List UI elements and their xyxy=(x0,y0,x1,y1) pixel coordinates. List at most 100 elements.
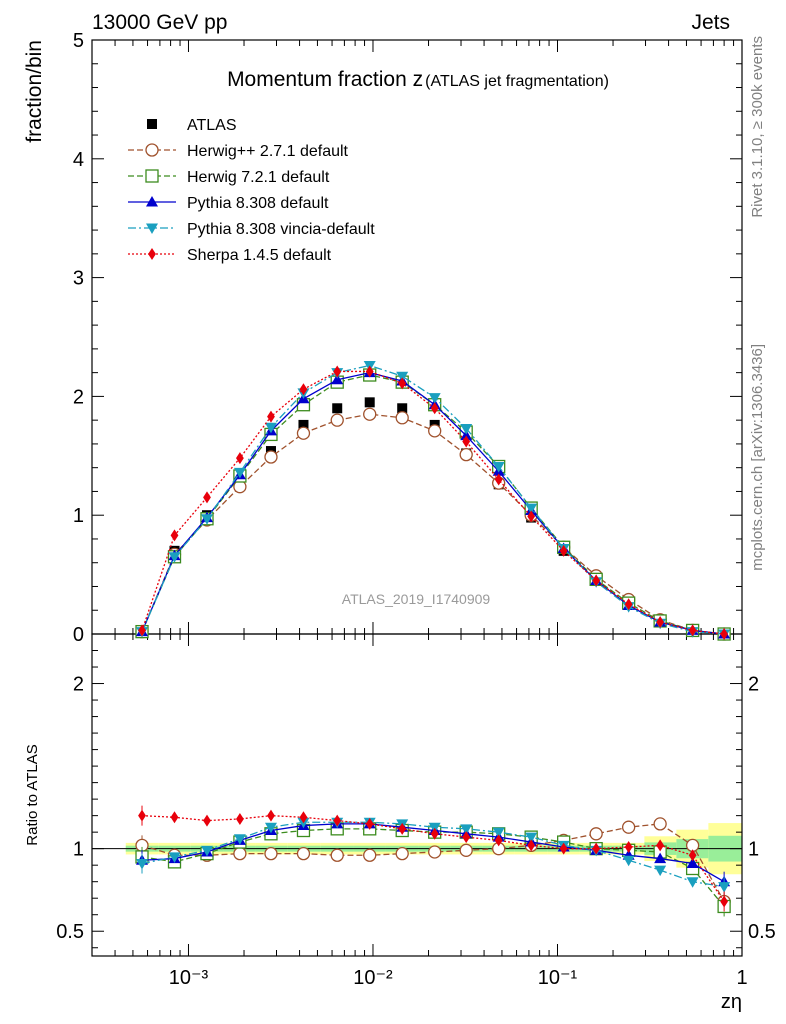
x-tick-label: 10⁻¹ xyxy=(538,967,578,989)
series-main-5 xyxy=(138,365,729,640)
point xyxy=(559,544,568,557)
series-ratio-5 xyxy=(138,805,729,912)
energy-label: 13000 GeV pp xyxy=(92,11,227,34)
point xyxy=(624,598,633,611)
point xyxy=(656,616,665,629)
point xyxy=(264,846,278,861)
point xyxy=(200,845,213,857)
point xyxy=(718,882,731,893)
point xyxy=(330,413,344,427)
point xyxy=(363,848,377,862)
legend-label: Herwig++ 2.7.1 default xyxy=(187,143,349,160)
point xyxy=(267,410,275,423)
point xyxy=(203,491,211,504)
rivet-label: Rivet 3.1.10, ≥ 300k events xyxy=(749,36,766,218)
point xyxy=(686,857,699,869)
point xyxy=(138,809,146,822)
legend-entry-5: Sherpa 1.4.5 default xyxy=(128,247,332,264)
point xyxy=(170,529,179,542)
point xyxy=(656,839,665,852)
point xyxy=(264,822,277,834)
series-ratio-4 xyxy=(136,817,731,897)
point xyxy=(430,402,439,415)
point xyxy=(688,624,697,637)
point xyxy=(299,383,308,396)
point xyxy=(146,196,158,207)
point xyxy=(138,624,146,637)
ratio-tick-label-right: 2 xyxy=(748,674,759,696)
legend-entry-1: Herwig++ 2.7.1 default xyxy=(128,143,349,160)
point xyxy=(460,429,473,441)
y-tick-label: 0 xyxy=(73,624,84,646)
point xyxy=(622,855,635,867)
point xyxy=(492,461,505,473)
ratio-line xyxy=(141,828,725,907)
legend-label: ATLAS xyxy=(187,117,237,134)
legend-entry-2: Herwig 7.2.1 default xyxy=(128,169,330,186)
point xyxy=(395,846,409,861)
point xyxy=(686,877,699,888)
y-axis-label: fraction/bin xyxy=(23,40,46,143)
point xyxy=(299,811,308,824)
axis-ticks xyxy=(91,39,743,956)
point xyxy=(298,419,309,430)
point xyxy=(459,843,473,857)
point xyxy=(525,503,538,515)
point xyxy=(398,377,407,390)
point xyxy=(494,834,503,847)
point xyxy=(147,119,157,129)
process-label: Jets xyxy=(691,11,730,34)
point xyxy=(462,831,471,844)
x-tick-label: 1 xyxy=(736,967,747,989)
point xyxy=(233,467,246,479)
point xyxy=(396,371,409,383)
point xyxy=(430,827,439,840)
point xyxy=(233,846,247,861)
point xyxy=(365,817,374,830)
point xyxy=(364,397,375,408)
point xyxy=(170,811,179,824)
y-tick-label: 3 xyxy=(73,268,84,290)
ratio-y-axis-label: Ratio to ATLAS xyxy=(24,744,41,845)
chart-title-main: Momentum fraction z xyxy=(227,68,423,91)
point xyxy=(459,447,473,462)
point xyxy=(332,403,343,414)
chart-title: Momentum fraction z (ATLAS jet fragmentat… xyxy=(227,68,609,91)
point xyxy=(200,514,213,525)
point xyxy=(494,473,503,486)
point xyxy=(148,248,156,260)
point xyxy=(460,824,473,835)
point xyxy=(363,407,377,421)
point xyxy=(428,424,442,438)
ratio-plot-frame xyxy=(91,633,743,957)
point xyxy=(203,814,211,827)
point xyxy=(236,452,244,465)
point xyxy=(592,842,601,855)
legend-label: Herwig 7.2.1 default xyxy=(187,169,330,186)
ratio-tick-label-right: 0.5 xyxy=(748,921,776,943)
point xyxy=(146,223,158,234)
point xyxy=(236,812,244,825)
point xyxy=(653,817,667,831)
point xyxy=(720,628,729,640)
legend-entry-4: Pythia 8.308 vincia-default xyxy=(128,221,375,238)
legend-label: Pythia 8.308 vincia-default xyxy=(187,221,375,238)
point xyxy=(296,426,311,440)
legend-entry-3: Pythia 8.308 default xyxy=(128,195,329,212)
point xyxy=(331,373,344,385)
point xyxy=(559,842,568,855)
point xyxy=(688,849,697,862)
source-label: mcplots.cern.ch [arXiv:1306.3436] xyxy=(749,344,766,571)
point xyxy=(365,365,374,378)
point xyxy=(333,365,342,378)
point xyxy=(525,832,538,844)
point xyxy=(589,827,603,841)
legend-label: Pythia 8.308 default xyxy=(187,195,329,212)
point xyxy=(592,574,601,587)
point xyxy=(398,822,407,835)
point xyxy=(624,841,633,854)
point xyxy=(168,852,181,863)
point xyxy=(492,827,505,839)
point xyxy=(233,834,246,845)
point xyxy=(264,450,278,464)
